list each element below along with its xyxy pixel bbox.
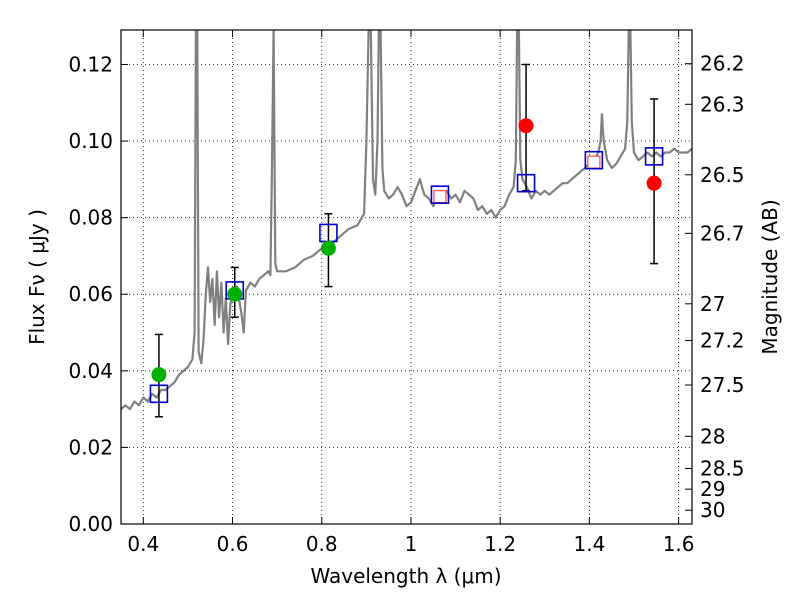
x-axis-label: Wavelength λ (μm) [310,564,501,588]
plot-frame [120,29,693,525]
y2-tick-label: 26.7 [700,221,745,245]
axis-ticks [121,30,692,525]
y-tick-label: 0.12 [68,52,113,76]
y2-axis-label: Magnitude (AB) [758,199,782,354]
y-axis-label: Flux Fν ( μJy ) [25,209,49,345]
y-tick-label: 0.00 [68,512,113,536]
observed-red-point [646,175,662,191]
spectrum-line [121,30,692,411]
x-tick-label: 0.4 [127,532,159,556]
y-tick-label: 0.06 [68,282,113,306]
y-tick-labels: 0.00 0.02 0.04 0.06 0.08 0.10 0.12 [68,52,113,536]
y-tick-label: 0.10 [68,129,113,153]
observed-box-marker [587,155,601,169]
y2-tick-label: 28 [700,424,725,448]
model-box-marker [430,185,450,204]
observed-green-point [320,240,336,256]
y2-tick-label: 27.2 [700,329,745,353]
x-tick-label: 0.6 [217,532,249,556]
data-markers [149,118,664,404]
y-tick-label: 0.04 [68,359,113,383]
observed-red-point [518,118,534,134]
y2-tick-label: 28.5 [700,456,745,480]
y-tick-label: 0.02 [68,435,113,459]
y2-tick-label: 27 [700,292,725,316]
y2-tick-label: 29 [700,477,725,501]
observed-green-point [151,367,167,383]
model-box-marker [584,150,604,170]
x-tick-label: 1.4 [573,532,605,556]
model-box-marker [644,147,664,166]
x-tick-label: 1 [405,532,418,556]
y2-tick-label: 26.2 [700,52,745,76]
x-tick-label: 0.8 [306,532,338,556]
y2-tick-label: 26.3 [700,92,745,116]
x-tick-labels: 0.4 0.6 0.8 1 1.2 1.4 1.6 [127,532,694,556]
y2-tick-label: 30 [700,498,725,522]
y2-tick-label: 26.5 [700,163,745,187]
model-box-marker [516,173,536,193]
y-tick-label: 0.08 [68,206,113,230]
x-tick-label: 1.2 [484,532,516,556]
observed-box-marker [433,189,447,204]
y2-tick-label: 27.5 [700,373,745,397]
model-box-marker [149,384,169,404]
x-tick-label: 1.6 [663,532,695,556]
model-spectrum [121,30,692,411]
observed-green-point [227,286,243,302]
error-bars [154,63,659,418]
